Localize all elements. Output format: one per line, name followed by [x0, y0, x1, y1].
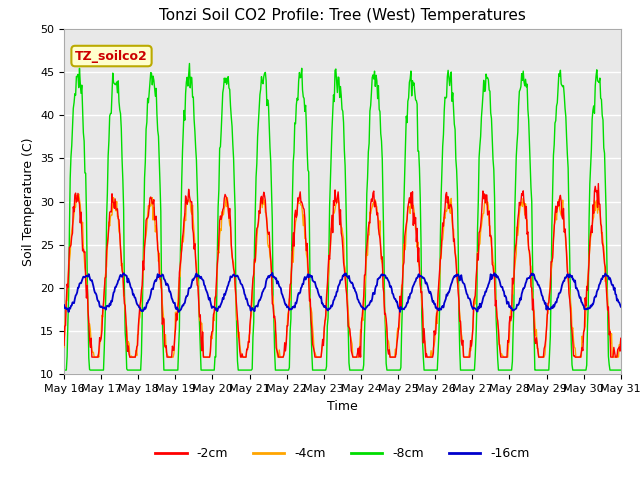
Title: Tonzi Soil CO2 Profile: Tree (West) Temperatures: Tonzi Soil CO2 Profile: Tree (West) Temp… — [159, 9, 526, 24]
Text: TZ_soilco2: TZ_soilco2 — [75, 49, 148, 62]
Legend: -2cm, -4cm, -8cm, -16cm: -2cm, -4cm, -8cm, -16cm — [150, 442, 534, 465]
Y-axis label: Soil Temperature (C): Soil Temperature (C) — [22, 137, 35, 266]
X-axis label: Time: Time — [327, 400, 358, 413]
